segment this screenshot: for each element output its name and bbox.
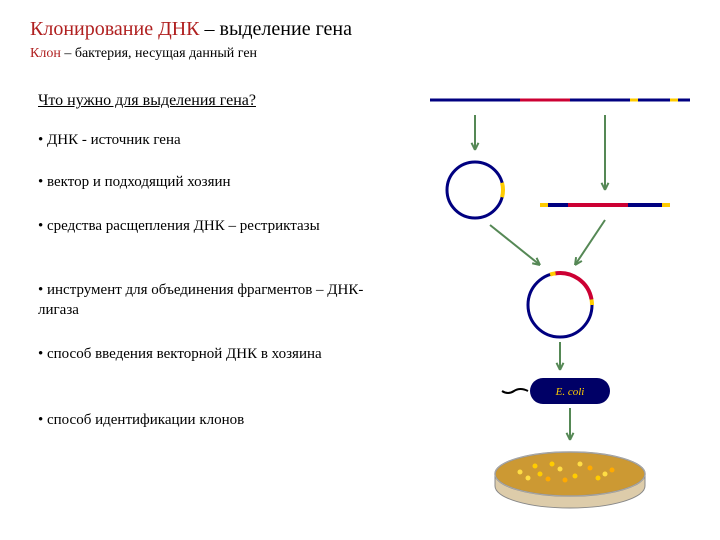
cloning-diagram: E. coli	[0, 0, 720, 540]
svg-text:E. coli: E. coli	[555, 386, 585, 398]
